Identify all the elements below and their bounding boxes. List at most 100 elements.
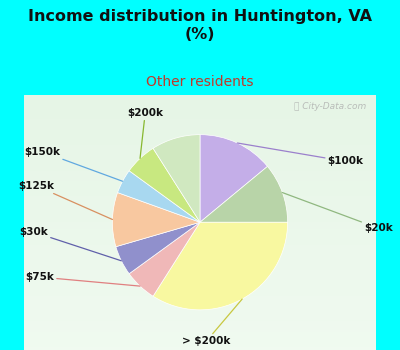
Bar [24, 148, 376, 151]
Bar [24, 118, 376, 120]
Bar [24, 314, 376, 317]
Bar [24, 97, 376, 100]
Bar [24, 281, 376, 284]
Wedge shape [200, 166, 288, 222]
Bar [24, 222, 376, 225]
Wedge shape [118, 171, 200, 222]
Bar [24, 235, 376, 238]
Bar [24, 273, 376, 276]
Bar [24, 125, 376, 128]
Bar [24, 217, 376, 220]
Bar [24, 345, 376, 348]
Bar [24, 207, 376, 209]
Bar [24, 171, 376, 174]
Bar [24, 197, 376, 199]
Bar [24, 112, 376, 115]
Bar [24, 263, 376, 266]
Wedge shape [153, 222, 288, 310]
Bar [24, 169, 376, 171]
Bar [24, 215, 376, 217]
Bar [24, 284, 376, 286]
Bar [24, 110, 376, 112]
Bar [24, 204, 376, 207]
Bar [24, 245, 376, 248]
Bar [24, 327, 376, 330]
Bar [24, 199, 376, 202]
Text: $30k: $30k [19, 227, 121, 261]
Bar [24, 332, 376, 335]
Bar [24, 268, 376, 271]
Bar [24, 166, 376, 169]
Bar [24, 138, 376, 140]
Bar [24, 140, 376, 143]
Wedge shape [112, 193, 200, 247]
Bar [24, 324, 376, 327]
Bar [24, 128, 376, 130]
Bar [24, 291, 376, 294]
Bar [24, 260, 376, 263]
Bar [24, 179, 376, 181]
Bar [24, 271, 376, 273]
Bar [24, 161, 376, 163]
Bar [24, 156, 376, 158]
Bar [24, 342, 376, 345]
Bar [24, 301, 376, 304]
Bar [24, 133, 376, 135]
Bar [24, 319, 376, 322]
Bar [24, 100, 376, 102]
Bar [24, 105, 376, 107]
Bar [24, 151, 376, 153]
Bar [24, 256, 376, 258]
Bar [24, 202, 376, 204]
Bar [24, 248, 376, 250]
Bar [24, 176, 376, 179]
Text: $125k: $125k [18, 181, 112, 219]
Bar [24, 163, 376, 166]
Bar [24, 122, 376, 125]
Bar [24, 317, 376, 319]
Bar [24, 120, 376, 122]
Bar [24, 230, 376, 232]
Text: $150k: $150k [24, 147, 122, 181]
Text: $200k: $200k [127, 108, 163, 159]
Bar [24, 276, 376, 279]
Bar [24, 174, 376, 176]
Bar [24, 225, 376, 228]
Bar [24, 220, 376, 222]
Bar [24, 143, 376, 146]
Wedge shape [200, 135, 268, 222]
Bar [24, 340, 376, 342]
Text: $20k: $20k [282, 193, 393, 233]
Bar [24, 266, 376, 268]
Bar [24, 135, 376, 138]
Bar [24, 107, 376, 110]
Bar [24, 158, 376, 161]
Wedge shape [116, 222, 200, 274]
Bar [24, 330, 376, 332]
Bar [24, 189, 376, 191]
Bar [24, 307, 376, 309]
Bar [24, 212, 376, 215]
Bar [24, 250, 376, 253]
Bar [24, 258, 376, 260]
Bar [24, 191, 376, 194]
Bar [24, 187, 376, 189]
Bar [24, 232, 376, 235]
Bar [24, 146, 376, 148]
Bar [24, 286, 376, 289]
Text: Income distribution in Huntington, VA
(%): Income distribution in Huntington, VA (%… [28, 9, 372, 42]
Bar [24, 299, 376, 301]
Bar [24, 102, 376, 105]
Bar [24, 94, 376, 97]
Bar [24, 240, 376, 243]
Bar [24, 337, 376, 340]
Bar [24, 279, 376, 281]
Text: ⓘ City-Data.com: ⓘ City-Data.com [294, 102, 366, 111]
Bar [24, 130, 376, 133]
Bar [24, 243, 376, 245]
Bar [24, 335, 376, 337]
Bar [24, 312, 376, 314]
Wedge shape [129, 222, 200, 296]
Bar [24, 153, 376, 156]
Bar [24, 209, 376, 212]
